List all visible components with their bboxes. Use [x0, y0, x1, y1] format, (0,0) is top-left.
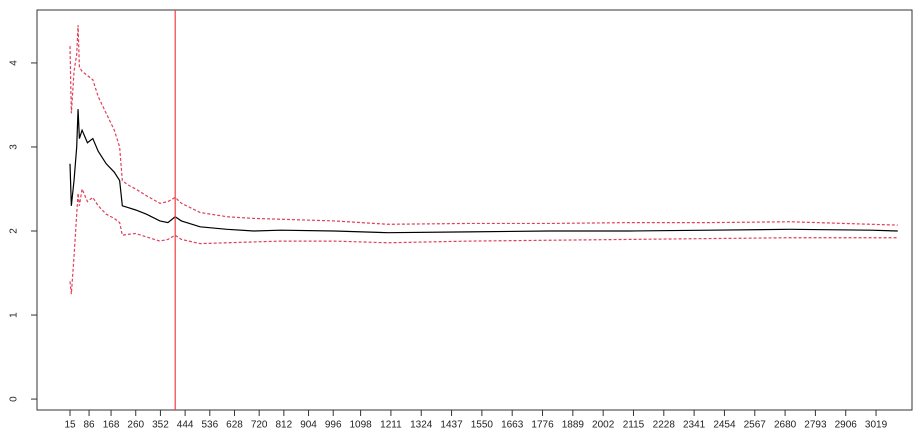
x-tick-label: 1889 — [562, 420, 585, 430]
x-tick-label: 2341 — [683, 420, 706, 430]
x-tick-label: 1776 — [531, 420, 554, 430]
x-tick-label: 260 — [127, 420, 144, 430]
x-tick-label: 2906 — [835, 420, 858, 430]
x-tick-label: 2002 — [592, 420, 615, 430]
y-tick-label: 4 — [9, 60, 20, 66]
x-tick-label: 2454 — [713, 420, 736, 430]
series-line — [69, 25, 898, 226]
x-tick-label: 2793 — [804, 420, 827, 430]
x-tick-label: 1324 — [410, 420, 433, 430]
x-tick-label: 2567 — [744, 420, 767, 430]
series-line — [69, 186, 898, 295]
x-tick-label: 168 — [103, 420, 120, 430]
x-tick-label: 536 — [201, 420, 218, 430]
x-tick-label: 996 — [325, 420, 342, 430]
series-line — [69, 109, 898, 234]
y-tick-label: 2 — [9, 228, 20, 234]
x-tick-label: 1550 — [471, 420, 494, 430]
x-tick-label: 444 — [177, 420, 194, 430]
x-tick-label: 2115 — [623, 420, 645, 430]
x-tick-label: 628 — [226, 420, 243, 430]
x-tick-label: 1663 — [501, 420, 524, 430]
x-tick-label: 352 — [152, 420, 169, 430]
x-tick-label: 720 — [251, 420, 268, 430]
y-tick-label: 0 — [9, 396, 20, 402]
x-tick-label: 812 — [276, 420, 293, 430]
y-tick-label: 1 — [9, 312, 20, 318]
x-tick-label: 2228 — [653, 420, 676, 430]
y-tick-label: 3 — [9, 144, 20, 150]
x-tick-label: 15 — [64, 420, 76, 430]
x-tick-label: 1098 — [349, 420, 372, 430]
x-tick-label: 3019 — [865, 420, 888, 430]
plot-frame — [36, 9, 913, 411]
x-tick-label: 86 — [83, 420, 95, 430]
x-tick-label: 904 — [300, 420, 317, 430]
x-tick-label: 1437 — [440, 420, 463, 430]
x-tick-label: 1211 — [380, 420, 402, 430]
x-tick-label: 2680 — [774, 420, 797, 430]
